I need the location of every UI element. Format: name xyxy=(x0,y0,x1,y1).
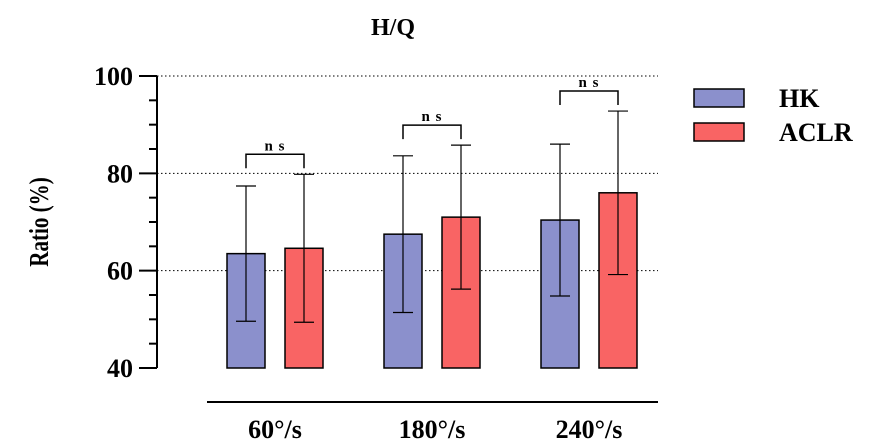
error-bars xyxy=(236,110,628,323)
y-tick-label: 80 xyxy=(107,159,133,188)
y-ticks: 40 60 80 100 xyxy=(94,62,133,383)
significance-bracket xyxy=(559,90,619,106)
legend-swatch-hk xyxy=(693,88,745,108)
chart-title: H/Q xyxy=(371,15,415,41)
bars xyxy=(226,192,638,369)
x-category-label: 60°/s xyxy=(248,415,302,441)
significance-label: n s xyxy=(579,75,600,91)
y-tick-label: 40 xyxy=(107,354,133,383)
x-category-label: 180°/s xyxy=(399,415,466,441)
significance-bracket xyxy=(402,124,462,140)
y-tick-label: 60 xyxy=(107,257,133,286)
legend-swatch-aclr xyxy=(693,122,745,142)
significance-label: n s xyxy=(265,138,286,154)
x-categories: 60°/s 180°/s 240°/s xyxy=(248,415,622,441)
legend: HK ACLR xyxy=(693,84,853,147)
significance-label: n s xyxy=(422,109,443,125)
legend-label-hk: HK xyxy=(779,84,820,113)
axes xyxy=(139,75,658,403)
y-tick-label: 100 xyxy=(94,62,133,91)
significance-brackets: n s n s n s xyxy=(245,75,619,169)
significance-bracket xyxy=(245,153,305,169)
y-axis-label: Ratio (%) xyxy=(25,177,55,266)
legend-label-aclr: ACLR xyxy=(779,118,853,147)
x-category-label: 240°/s xyxy=(556,415,623,441)
